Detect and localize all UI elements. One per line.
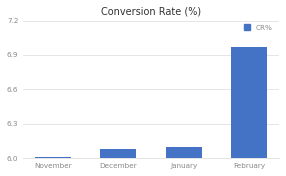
Bar [166,147,202,158]
Bar [100,149,136,158]
Title: Conversion Rate (%): Conversion Rate (%) [101,7,201,17]
Bar [231,47,267,158]
Legend: CR%: CR% [241,21,275,33]
Bar [35,157,71,158]
